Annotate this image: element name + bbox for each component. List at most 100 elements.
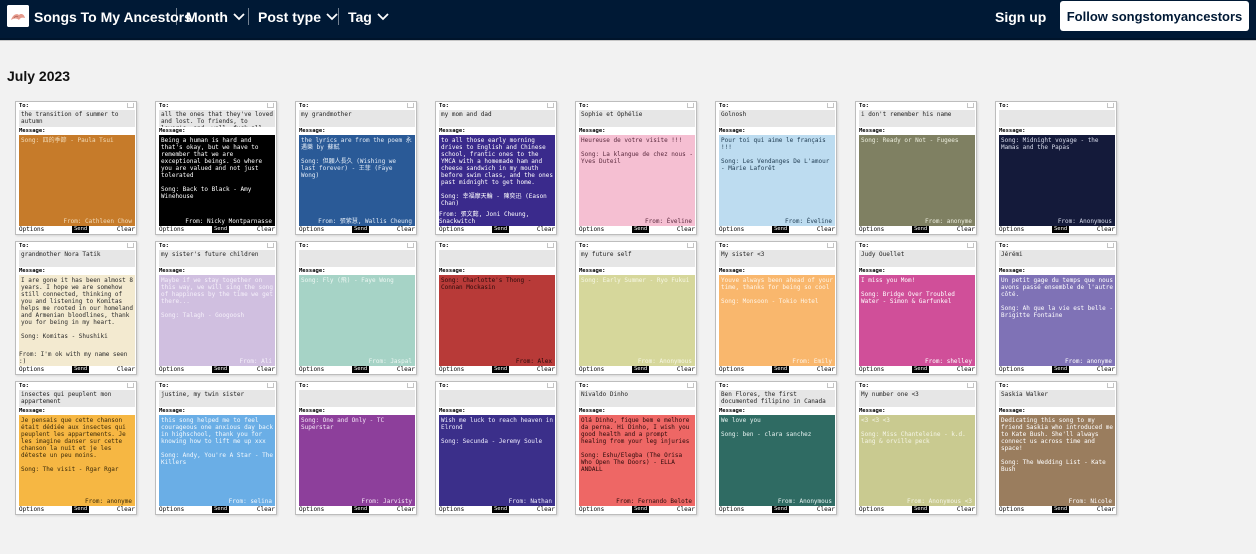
follow-button[interactable]: Follow songstomyancestors	[1060, 1, 1249, 31]
clear-link[interactable]: Clear	[116, 366, 135, 373]
clear-link[interactable]: Clear	[816, 366, 835, 373]
postcard[interactable]: To: all the ones that they've loved and …	[155, 101, 277, 235]
postcard[interactable]: To: Sophie et Ophélie Message: Heureuse …	[575, 101, 697, 235]
postcard[interactable]: To: my mom and dad Message: to all those…	[435, 101, 557, 235]
send-button[interactable]: Send	[771, 366, 790, 373]
options-link[interactable]: Options	[859, 506, 885, 513]
options-link[interactable]: Options	[19, 506, 45, 513]
options-link[interactable]: Options	[999, 506, 1025, 513]
clear-link[interactable]: Clear	[956, 366, 975, 373]
options-link[interactable]: Options	[719, 366, 745, 373]
clear-link[interactable]: Clear	[396, 226, 415, 233]
send-button[interactable]: Send	[631, 366, 650, 373]
send-button[interactable]: Send	[491, 226, 510, 233]
options-link[interactable]: Options	[719, 506, 745, 513]
send-button[interactable]: Send	[911, 226, 930, 233]
clear-link[interactable]: Clear	[1096, 506, 1115, 513]
options-link[interactable]: Options	[299, 366, 325, 373]
postcard[interactable]: To: Message: Wish me luck to reach heave…	[435, 381, 557, 515]
clear-link[interactable]: Clear	[256, 366, 275, 373]
postcard[interactable]: To: Ben Flores, the first documented fil…	[715, 381, 837, 515]
blog-avatar[interactable]	[7, 5, 29, 27]
postcard[interactable]: To: Message: Song: Fly (飛) - Faye Wong F…	[295, 241, 417, 375]
postcard[interactable]: To: Message: Song: One and Only - TC Sup…	[295, 381, 417, 515]
send-button[interactable]: Send	[211, 506, 230, 513]
blog-title[interactable]: Songs To My Ancestors	[34, 9, 192, 25]
postcard[interactable]: To: Golnosh Message: Pour toi qui aime l…	[715, 101, 837, 235]
send-button[interactable]: Send	[211, 366, 230, 373]
options-link[interactable]: Options	[19, 366, 45, 373]
postcard[interactable]: To: my sister's future children Message:…	[155, 241, 277, 375]
options-link[interactable]: Options	[159, 226, 185, 233]
postcard[interactable]: To: Nivaldo Dinho Message: Olá Dinho, fi…	[575, 381, 697, 515]
postcard[interactable]: To: My number one <3 Message: <3 <3 <3 S…	[855, 381, 977, 515]
send-button[interactable]: Send	[1051, 226, 1070, 233]
postcard[interactable]: To: Message: Song: Midnight voyage - the…	[995, 101, 1117, 235]
clear-link[interactable]: Clear	[116, 506, 135, 513]
postcard[interactable]: To: grandmother Nora Tatik Message: I ar…	[15, 241, 137, 375]
options-link[interactable]: Options	[999, 226, 1025, 233]
options-link[interactable]: Options	[19, 226, 45, 233]
sign-up-link[interactable]: Sign up	[995, 9, 1047, 25]
options-link[interactable]: Options	[579, 366, 605, 373]
send-button[interactable]: Send	[351, 226, 370, 233]
clear-link[interactable]: Clear	[536, 226, 555, 233]
options-link[interactable]: Options	[579, 226, 605, 233]
clear-link[interactable]: Clear	[396, 506, 415, 513]
send-button[interactable]: Send	[631, 506, 650, 513]
send-button[interactable]: Send	[631, 226, 650, 233]
postcard[interactable]: To: My sister <3 Message: Youve always b…	[715, 241, 837, 375]
send-button[interactable]: Send	[351, 366, 370, 373]
options-link[interactable]: Options	[859, 366, 885, 373]
send-button[interactable]: Send	[1051, 506, 1070, 513]
send-button[interactable]: Send	[71, 226, 90, 233]
send-button[interactable]: Send	[71, 366, 90, 373]
clear-link[interactable]: Clear	[116, 226, 135, 233]
postcard[interactable]: To: my grandmother Message: the lyrics a…	[295, 101, 417, 235]
clear-link[interactable]: Clear	[676, 506, 695, 513]
send-button[interactable]: Send	[911, 506, 930, 513]
postcard[interactable]: To: my future self Message: Song: Early …	[575, 241, 697, 375]
clear-link[interactable]: Clear	[956, 506, 975, 513]
send-button[interactable]: Send	[1051, 366, 1070, 373]
clear-link[interactable]: Clear	[676, 226, 695, 233]
send-button[interactable]: Send	[71, 506, 90, 513]
clear-link[interactable]: Clear	[536, 366, 555, 373]
clear-link[interactable]: Clear	[1096, 366, 1115, 373]
postcard[interactable]: To: Judy Ouellet Message: I miss you Mom…	[855, 241, 977, 375]
month-filter[interactable]: Month	[186, 9, 245, 25]
clear-link[interactable]: Clear	[816, 226, 835, 233]
clear-link[interactable]: Clear	[396, 366, 415, 373]
send-button[interactable]: Send	[491, 506, 510, 513]
options-link[interactable]: Options	[159, 506, 185, 513]
postcard[interactable]: To: Saskia Walker Message: Dedicating th…	[995, 381, 1117, 515]
post-type-filter[interactable]: Post type	[258, 9, 338, 25]
options-link[interactable]: Options	[299, 226, 325, 233]
options-link[interactable]: Options	[859, 226, 885, 233]
postcard[interactable]: To: Message: Song: Charlotte's Thong - C…	[435, 241, 557, 375]
send-button[interactable]: Send	[771, 226, 790, 233]
clear-link[interactable]: Clear	[256, 226, 275, 233]
postcard[interactable]: To: i don't remember his name Message: S…	[855, 101, 977, 235]
clear-link[interactable]: Clear	[956, 226, 975, 233]
clear-link[interactable]: Clear	[536, 506, 555, 513]
clear-link[interactable]: Clear	[256, 506, 275, 513]
send-button[interactable]: Send	[911, 366, 930, 373]
options-link[interactable]: Options	[159, 366, 185, 373]
clear-link[interactable]: Clear	[816, 506, 835, 513]
options-link[interactable]: Options	[579, 506, 605, 513]
options-link[interactable]: Options	[719, 226, 745, 233]
send-button[interactable]: Send	[491, 366, 510, 373]
tag-filter[interactable]: Tag	[348, 9, 389, 25]
options-link[interactable]: Options	[439, 226, 465, 233]
postcard[interactable]: To: justine, my twin sister Message: thi…	[155, 381, 277, 515]
options-link[interactable]: Options	[999, 366, 1025, 373]
options-link[interactable]: Options	[299, 506, 325, 513]
send-button[interactable]: Send	[351, 506, 370, 513]
send-button[interactable]: Send	[211, 226, 230, 233]
options-link[interactable]: Options	[439, 506, 465, 513]
clear-link[interactable]: Clear	[1096, 226, 1115, 233]
postcard[interactable]: To: insectes qui peuplent mon appartemen…	[15, 381, 137, 515]
send-button[interactable]: Send	[771, 506, 790, 513]
clear-link[interactable]: Clear	[676, 366, 695, 373]
